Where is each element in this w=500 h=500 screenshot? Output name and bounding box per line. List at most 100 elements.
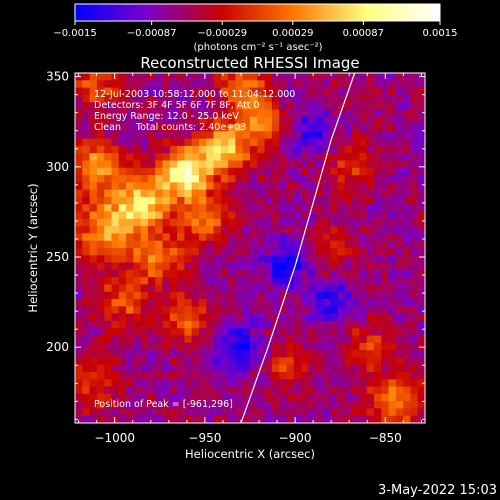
heatmap-cell [104, 262, 113, 271]
heatmap-cell [417, 248, 425, 256]
heatmap-cell [118, 408, 127, 417]
heatmap-cell [257, 357, 266, 366]
heatmap-cell [75, 167, 83, 176]
heatmap-cell [242, 350, 251, 358]
heatmap-cell [133, 218, 142, 227]
heatmap-cell [410, 320, 419, 329]
heatmap-cell [301, 196, 309, 205]
heatmap-cell [213, 299, 222, 307]
heatmap-cell [82, 240, 91, 249]
heatmap-cell [228, 145, 237, 154]
heatmap-cell [373, 262, 382, 271]
heatmap-cell [162, 131, 171, 140]
heatmap-cell [220, 284, 229, 293]
heatmap-cell [140, 371, 149, 380]
heatmap-cell [126, 277, 134, 286]
heatmap-cell [213, 393, 222, 402]
heatmap-cell [82, 153, 91, 162]
heatmap-cell [133, 131, 142, 140]
heatmap-cell [417, 364, 425, 373]
heatmap-cell [140, 364, 149, 373]
heatmap-cell [417, 80, 425, 89]
heatmap-cell [257, 131, 266, 140]
heatmap-cell [286, 248, 295, 256]
heatmap-cell [184, 211, 193, 220]
heatmap-cell [198, 175, 207, 183]
heatmap-cell [191, 379, 200, 388]
heatmap-cell [213, 408, 222, 417]
heatmap-cell [191, 240, 200, 249]
heatmap-cell [352, 116, 360, 125]
heatmap-cell [220, 313, 229, 322]
heatmap-cell [381, 175, 390, 183]
heatmap-cell [126, 401, 134, 410]
heatmap-cell [184, 320, 193, 329]
heatmap-cell [206, 145, 215, 154]
heatmap-cell [381, 408, 390, 417]
heatmap-cell [410, 415, 419, 423]
heatmap-cell [286, 153, 295, 162]
heatmap-cell [184, 393, 193, 402]
heatmap-cell [206, 401, 215, 410]
heatmap-cell [257, 145, 266, 154]
heatmap-cell [381, 371, 390, 380]
heatmap-cell [250, 116, 258, 125]
heatmap-cell [395, 386, 404, 395]
heatmap-cell [147, 131, 156, 140]
heatmap-cell [104, 379, 113, 388]
heatmap-cell [286, 320, 295, 329]
heatmap-cell [257, 226, 266, 235]
heatmap-cell [352, 371, 360, 380]
heatmap-cell [352, 160, 360, 169]
heatmap-cell [417, 233, 425, 242]
heatmap-cell [235, 226, 244, 235]
heatmap-cell [315, 284, 324, 293]
heatmap-cell [403, 386, 412, 395]
heatmap-cell [344, 182, 353, 191]
heatmap-cell [330, 379, 339, 388]
heatmap-cell [395, 401, 404, 410]
heatmap-cell [330, 277, 339, 286]
heatmap-cell [403, 160, 412, 169]
heatmap-cell [359, 226, 368, 235]
heatmap-cell [352, 218, 360, 227]
heatmap-cell [330, 291, 339, 300]
heatmap-cell [162, 291, 171, 300]
heatmap-cell [155, 145, 164, 154]
heatmap-cell [184, 335, 193, 344]
heatmap-cell [388, 153, 397, 162]
heatmap-cell [322, 175, 331, 183]
heatmap-cell [75, 386, 83, 395]
heatmap-cell [308, 153, 317, 162]
heatmap-cell [366, 277, 375, 286]
heatmap-cell [322, 211, 331, 220]
heatmap-cell [264, 160, 273, 169]
heatmap-cell [322, 401, 331, 410]
heatmap-cell [89, 291, 98, 300]
heatmap-cell [82, 160, 91, 169]
heatmap-cell [191, 299, 200, 307]
heatmap-cell [373, 401, 382, 410]
heatmap-cell [373, 211, 382, 220]
heatmap-cell [395, 218, 404, 227]
heatmap-cell [75, 335, 83, 344]
heatmap-cell [257, 379, 266, 388]
heatmap-cell [184, 342, 193, 351]
heatmap-cell [250, 357, 258, 366]
heatmap-cell [308, 291, 317, 300]
heatmap-cell [279, 379, 288, 388]
heatmap-cell [111, 167, 120, 176]
heatmap-cell [395, 167, 404, 176]
heatmap-cell [403, 262, 412, 271]
heatmap-cell [264, 371, 273, 380]
heatmap-cell [220, 109, 229, 118]
heatmap-cell [308, 145, 317, 154]
heatmap-cell [184, 182, 193, 191]
heatmap-cell [352, 248, 360, 256]
heatmap-cell [308, 262, 317, 271]
x-axis-ticks: −1000 −950 −900 −850 [78, 73, 422, 445]
heatmap-cell [352, 401, 360, 410]
heatmap-cell [352, 328, 360, 337]
heatmap-cell [235, 160, 244, 169]
heatmap-cell [147, 204, 156, 213]
